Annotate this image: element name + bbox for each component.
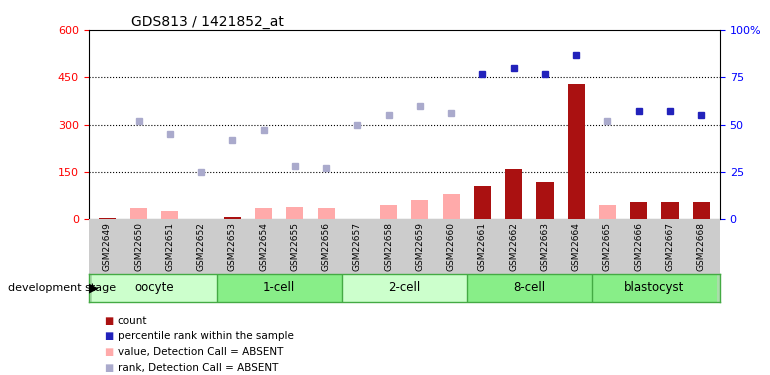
Bar <box>443 194 460 219</box>
Text: 2-cell: 2-cell <box>388 281 420 294</box>
Text: GSM22665: GSM22665 <box>603 222 612 271</box>
Text: ■: ■ <box>104 332 113 341</box>
Text: GSM22649: GSM22649 <box>103 222 112 271</box>
Text: GSM22660: GSM22660 <box>447 222 456 271</box>
Bar <box>216 274 342 302</box>
Bar <box>224 217 241 219</box>
Bar <box>317 209 335 219</box>
Text: 1-cell: 1-cell <box>263 281 296 294</box>
Text: ■: ■ <box>104 316 113 326</box>
Text: 8-cell: 8-cell <box>514 281 545 294</box>
Text: GSM22666: GSM22666 <box>634 222 643 271</box>
Bar <box>411 200 428 219</box>
Bar <box>630 202 648 219</box>
Bar <box>505 169 522 219</box>
Text: blastocyst: blastocyst <box>624 281 685 294</box>
Bar <box>467 274 592 302</box>
Text: GSM22655: GSM22655 <box>290 222 300 271</box>
Text: GSM22656: GSM22656 <box>322 222 330 271</box>
Bar <box>99 218 116 219</box>
Text: percentile rank within the sample: percentile rank within the sample <box>118 332 293 341</box>
Text: development stage: development stage <box>8 283 115 293</box>
Bar <box>342 274 467 302</box>
Text: ■: ■ <box>104 347 113 357</box>
Bar <box>286 207 303 219</box>
Bar <box>537 182 554 219</box>
Text: GSM22658: GSM22658 <box>384 222 393 271</box>
Text: count: count <box>118 316 147 326</box>
Bar <box>161 211 179 219</box>
Bar <box>474 186 491 219</box>
Text: GSM22652: GSM22652 <box>196 222 206 271</box>
Text: GSM22650: GSM22650 <box>134 222 143 271</box>
Bar <box>661 202 678 219</box>
Text: value, Detection Call = ABSENT: value, Detection Call = ABSENT <box>118 347 283 357</box>
Text: GSM22661: GSM22661 <box>478 222 487 271</box>
Text: GSM22657: GSM22657 <box>353 222 362 271</box>
Bar <box>567 84 584 219</box>
Text: rank, Detection Call = ABSENT: rank, Detection Call = ABSENT <box>118 363 278 373</box>
Text: GSM22667: GSM22667 <box>665 222 675 271</box>
Bar <box>255 209 272 219</box>
Bar <box>92 274 216 302</box>
Bar <box>692 202 710 219</box>
Bar <box>592 274 717 302</box>
Bar <box>130 209 147 219</box>
Text: GDS813 / 1421852_at: GDS813 / 1421852_at <box>131 15 284 29</box>
Bar <box>599 205 616 219</box>
Text: GSM22654: GSM22654 <box>259 222 268 271</box>
Bar <box>380 205 397 219</box>
Text: GSM22651: GSM22651 <box>166 222 174 271</box>
Text: ■: ■ <box>104 363 113 373</box>
Text: oocyte: oocyte <box>135 281 174 294</box>
Text: GSM22664: GSM22664 <box>571 222 581 271</box>
Text: GSM22653: GSM22653 <box>228 222 237 271</box>
Text: GSM22662: GSM22662 <box>509 222 518 271</box>
Text: GSM22668: GSM22668 <box>697 222 705 271</box>
Text: ▶: ▶ <box>89 282 99 294</box>
Text: GSM22663: GSM22663 <box>541 222 550 271</box>
Text: GSM22659: GSM22659 <box>415 222 424 271</box>
